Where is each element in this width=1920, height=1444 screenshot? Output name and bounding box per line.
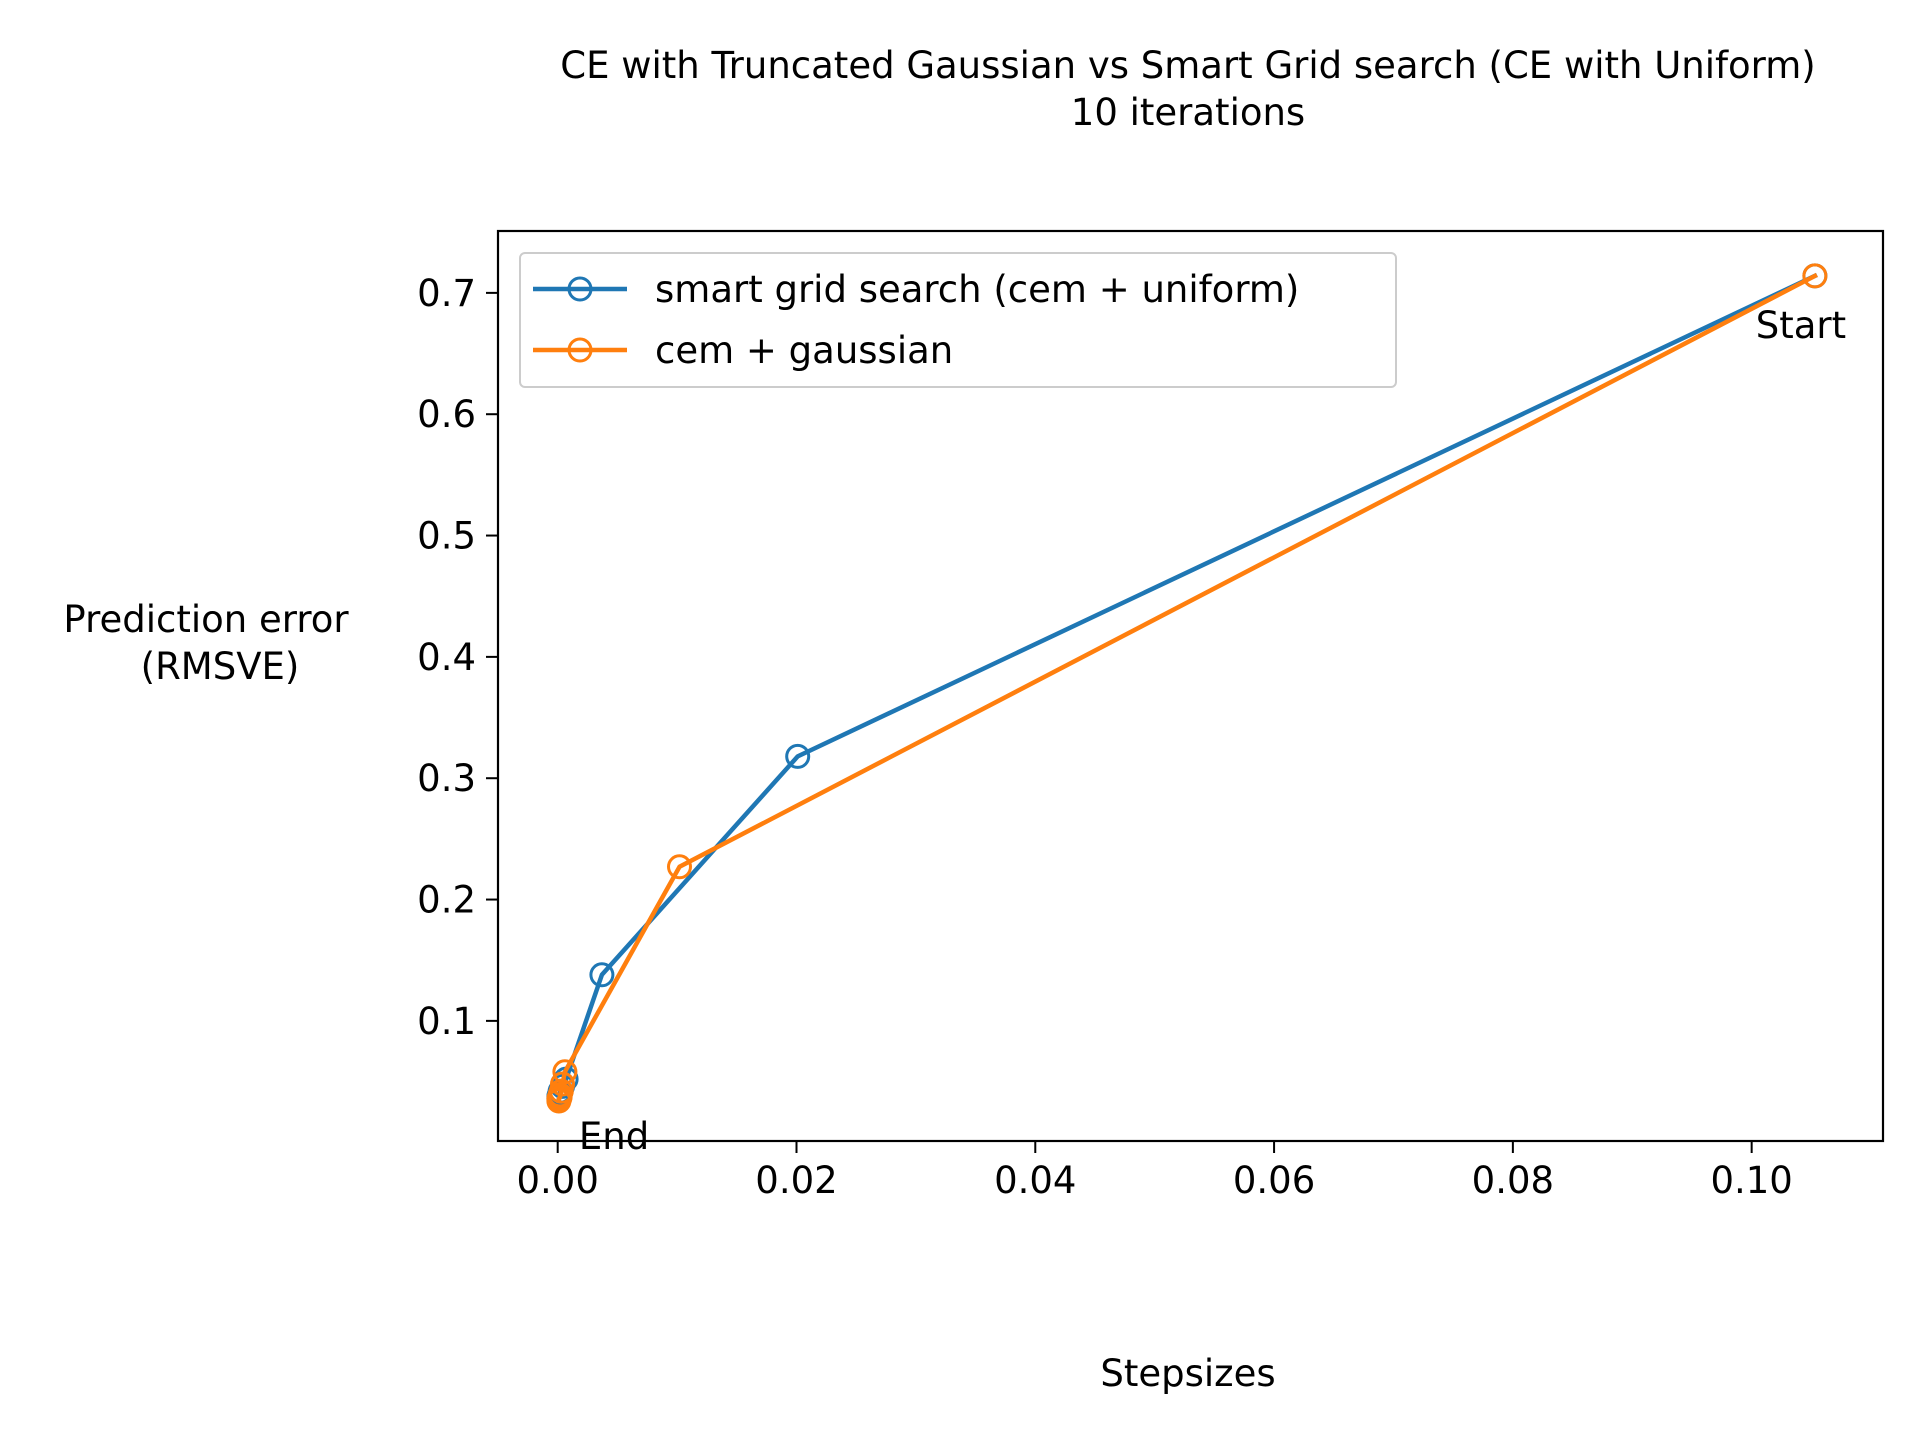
y-tick-label: 0.7 xyxy=(417,272,476,315)
legend: smart grid search (cem + uniform) cem + g… xyxy=(519,252,1397,388)
annotation-end: End xyxy=(579,1115,649,1158)
x-tick-label: 0.08 xyxy=(1472,1159,1554,1202)
data-point-uniform xyxy=(785,743,811,769)
y-tick-label: 0.6 xyxy=(417,393,476,436)
data-point-gaussian xyxy=(552,1059,578,1085)
plot-frame xyxy=(496,229,1885,1143)
annotation-start: Start xyxy=(1756,304,1846,347)
legend-box xyxy=(519,252,1397,388)
data-point-uniform xyxy=(589,962,615,988)
y-tick-label: 0.4 xyxy=(417,636,476,679)
x-axis-label: Stepsizes xyxy=(1100,1352,1275,1395)
x-tick-label: 0.00 xyxy=(517,1159,599,1202)
x-tick-label: 0.02 xyxy=(755,1159,837,1202)
series-layer xyxy=(546,263,1828,1114)
x-tick-label: 0.10 xyxy=(1710,1159,1792,1202)
series-line-uniform xyxy=(556,272,1818,1101)
data-point-gaussian xyxy=(546,1088,572,1114)
y-axis-label-line1: Prediction error xyxy=(63,598,349,641)
data-point-gaussian xyxy=(1802,263,1828,289)
legend-label-uniform: smart grid search (cem + uniform) xyxy=(655,268,1299,311)
x-tick-label: 0.06 xyxy=(1233,1159,1315,1202)
y-axis-label-line2: (RMSVE) xyxy=(141,645,300,688)
data-point-gaussian xyxy=(667,854,692,880)
series-line-gaussian xyxy=(556,272,1818,1104)
y-tick-label: 0.3 xyxy=(417,757,476,800)
chart-title: CE with Truncated Gaussian vs Smart Grid… xyxy=(560,44,1815,87)
legend-marker-uniform xyxy=(567,276,593,302)
annotation-layer: Start End xyxy=(579,304,1846,1158)
x-tick-label: 0.04 xyxy=(994,1159,1076,1202)
legend-marker-gaussian xyxy=(567,337,593,363)
axis-ticks: 0.00 0.02 0.04 0.06 0.08 0.10 0.1 0.2 0.3 0.4 0.5 0… xyxy=(417,272,1793,1202)
y-tick-label: 0.5 xyxy=(417,515,476,558)
chart-subtitle: 10 iterations xyxy=(1071,91,1305,134)
legend-label-gaussian: cem + gaussian xyxy=(655,329,953,372)
y-tick-label: 0.1 xyxy=(417,1000,476,1043)
y-tick-label: 0.2 xyxy=(417,879,476,922)
